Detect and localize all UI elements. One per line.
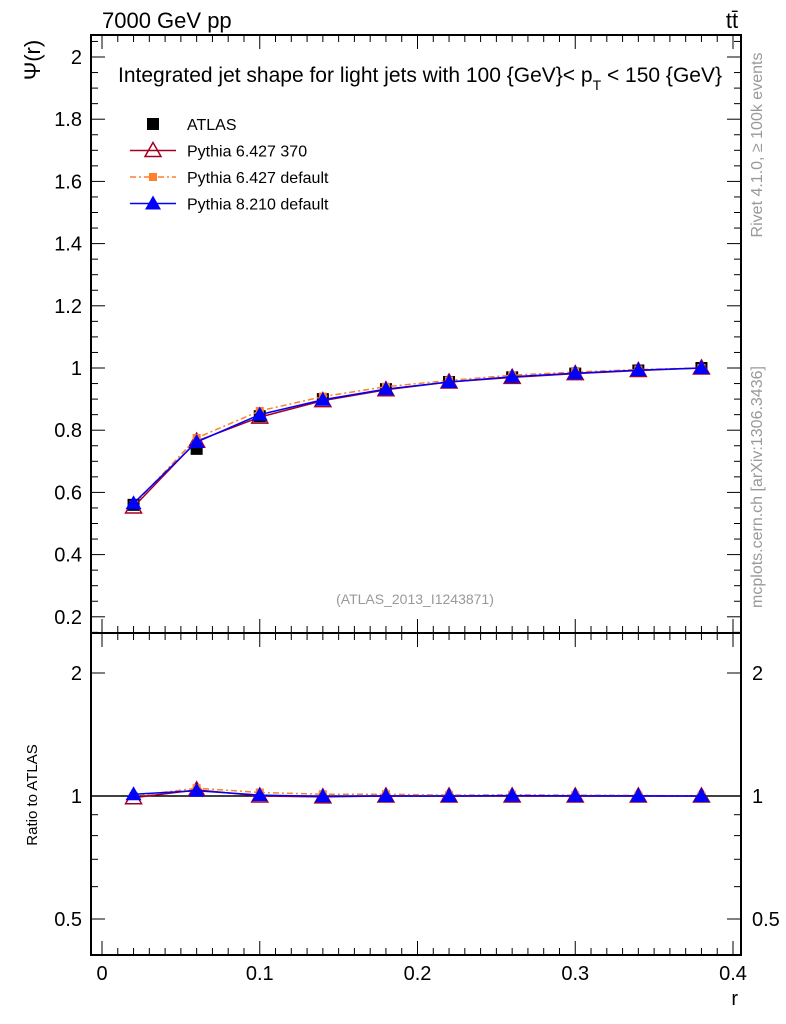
mcplots-label: mcplots.cern.ch [arXiv:1306.3436] — [749, 366, 766, 608]
y-tick-label: 1 — [71, 358, 82, 380]
main-series-line-1 — [133, 367, 702, 508]
main-data-point-3 — [125, 495, 142, 510]
main-data-point-3 — [377, 381, 394, 396]
x-axis-label: r — [731, 988, 738, 1010]
ratio-y-tick-label: 2 — [71, 663, 82, 685]
ratio-y-tick-label-right: 0.5 — [752, 909, 780, 931]
header-right: tt̄ — [726, 8, 738, 33]
y-tick-label: 1.6 — [54, 171, 82, 193]
ratio-data-point-2 — [314, 788, 331, 803]
y-tick-label: 0.4 — [54, 545, 82, 567]
y-tick-label: 0.6 — [54, 482, 82, 504]
legend-label: Pythia 8.210 default — [187, 197, 329, 214]
ratio-frame — [90, 632, 742, 956]
main-data-point-3 — [693, 360, 710, 374]
y-tick-label: 0.2 — [54, 607, 82, 629]
ratio-y-tick-label: 0.5 — [54, 909, 82, 931]
main-data-point-3 — [504, 368, 521, 383]
main-data-point-3 — [567, 365, 584, 380]
x-tick-label: 0.2 — [404, 963, 432, 985]
y-tick-label: 2 — [71, 47, 82, 69]
y-tick-label: 0.8 — [54, 420, 82, 442]
main-data-point-3 — [251, 406, 268, 421]
y-tick-label: 1.2 — [54, 296, 82, 318]
ratio-y-tick-label: 1 — [71, 786, 82, 808]
main-data-point-3 — [188, 434, 205, 449]
legend-label: Pythia 6.427 370 — [187, 144, 307, 161]
ratio-y-tick-label-right: 1 — [752, 786, 763, 808]
ratio-data-point-2 — [567, 787, 584, 802]
x-tick-label: 0.4 — [719, 963, 747, 985]
ratio-data-point-2 — [125, 786, 142, 801]
ratio-data-point-2 — [441, 788, 458, 802]
main-data-point-3 — [441, 373, 458, 388]
main-data-point-3 — [314, 391, 331, 406]
y-tick-label: 1.4 — [54, 234, 82, 256]
x-tick-label: 0.3 — [561, 963, 589, 985]
x-tick-label: 0.1 — [246, 963, 274, 985]
ratio-data-point-2 — [630, 787, 647, 802]
header-left: 7000 GeV pp — [102, 8, 232, 33]
analysis-watermark: (ATLAS_2013_I1243871) — [336, 591, 494, 607]
rivet-label: Rivet 4.1.0, ≥ 100k events — [749, 53, 766, 238]
ratio-data-point-2 — [188, 782, 205, 797]
main-series-line-3 — [133, 367, 702, 504]
ratio-data-point-2 — [251, 787, 268, 802]
ratio-data-point-2 — [693, 788, 710, 802]
ratio-y-tick-label-right: 2 — [752, 663, 763, 685]
chart-title: Integrated jet shape for light jets with… — [118, 64, 722, 93]
legend-label: Pythia 6.427 default — [187, 170, 329, 187]
legend-marker — [147, 118, 159, 130]
ratio-series-line-2 — [133, 790, 702, 798]
legend-label: ATLAS — [187, 117, 237, 134]
ratio-series-line-1 — [133, 787, 702, 797]
legend-marker — [143, 140, 163, 158]
x-tick-label: 0 — [96, 963, 107, 985]
main-data-point-3 — [630, 362, 647, 377]
main-series-line-2 — [133, 367, 702, 506]
legend-marker — [145, 195, 161, 210]
y-axis-label: Ψ(r) — [20, 40, 45, 80]
legend-marker — [149, 173, 157, 181]
y-tick-label: 1.8 — [54, 109, 82, 131]
ratio-y-axis-label: Ratio to ATLAS — [24, 744, 41, 845]
ratio-data-point-2 — [377, 788, 394, 802]
ratio-data-point-2 — [504, 787, 521, 802]
